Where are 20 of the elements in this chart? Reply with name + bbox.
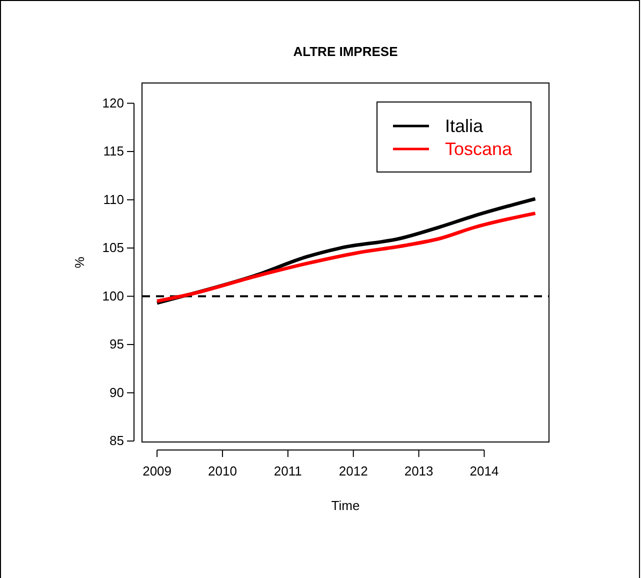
y-tick-label: 120 bbox=[102, 95, 124, 110]
x-tick-label: 2013 bbox=[404, 464, 434, 479]
x-tick-label: 2010 bbox=[208, 464, 237, 479]
x-tick-label: 2014 bbox=[470, 464, 499, 479]
y-tick-label: 90 bbox=[110, 384, 124, 400]
x-tick-label: 2009 bbox=[142, 464, 172, 479]
y-tick-label: 95 bbox=[110, 336, 124, 352]
y-tick-label: 100 bbox=[102, 288, 124, 304]
y-tick-label: 105 bbox=[102, 240, 124, 256]
y-tick-label: 115 bbox=[103, 144, 124, 159]
x-tick-label: 2012 bbox=[338, 464, 368, 479]
y-axis-title: % bbox=[72, 256, 87, 268]
line-series bbox=[155, 212, 538, 303]
y-tick-label: 110 bbox=[103, 192, 124, 207]
legend-label: Toscana bbox=[445, 139, 514, 159]
y-tick-label: 85 bbox=[110, 433, 124, 448]
x-axis-title: Time bbox=[331, 498, 360, 513]
legend-label: Italia bbox=[445, 116, 484, 136]
chart-title: ALTRE IMPRESE bbox=[293, 44, 398, 59]
x-tick-label: 2011 bbox=[274, 464, 302, 479]
